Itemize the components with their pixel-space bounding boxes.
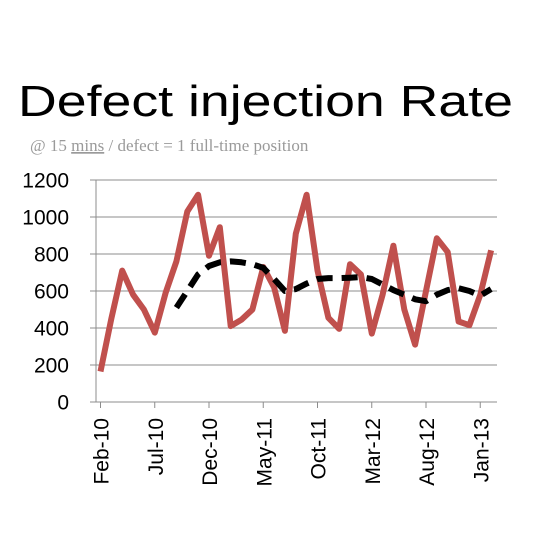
x-tick-label: Mar-12 [362,418,385,485]
chart-subtitle-part: @ 15 [30,136,71,155]
y-tick-label: 0 [57,392,69,415]
axes [95,180,497,403]
x-tick-label: May-11 [253,418,276,486]
x-tick-label: Jan-13 [470,418,493,482]
grid-lines [96,179,497,366]
series-line-dashed-black [173,258,493,310]
y-tick-label: 200 [34,355,69,378]
y-tick-label: 1000 [22,207,69,230]
x-tick-label: Aug-12 [416,418,439,486]
y-tick-label: 1200 [22,170,69,193]
series-layer [97,191,495,373]
chart-subtitle-part: mins [71,136,104,155]
y-tick-label: 800 [34,244,69,267]
x-tick-label: Dec-10 [199,418,222,486]
y-tick-label: 600 [34,281,69,304]
chart-subtitle: @ 15 mins / defect = 1 full-time positio… [30,136,309,155]
series-line-red [97,191,495,373]
x-tick-label: Oct-11 [308,418,331,479]
x-axis-ticks: Feb-10 Jul-10 Dec-10 May-11 Oct-11 Mar-12 Aug-… [91,402,493,486]
x-tick-label: Feb-10 [91,418,114,485]
chart-subtitle-part: / defect = 1 full-time position [104,136,309,155]
chart-title: Defect injection Rate [18,77,513,126]
y-tick-label: 400 [34,318,69,341]
y-axis-ticks: 0 200 400 600 800 1000 1200 [22,170,96,415]
x-tick-label: Jul-10 [145,418,168,475]
